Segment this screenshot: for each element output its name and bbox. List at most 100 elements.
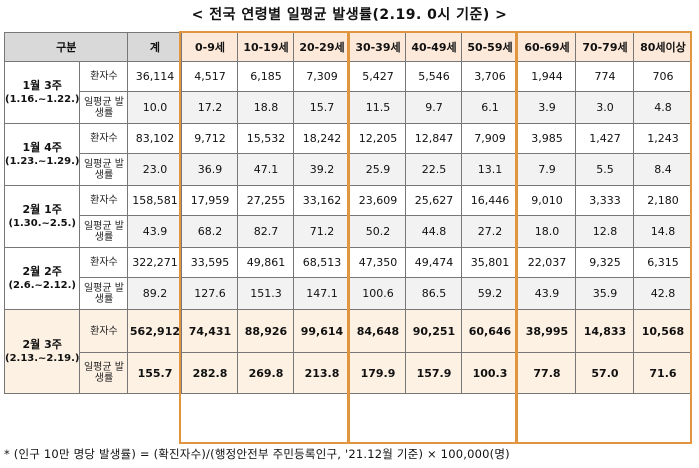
table-row: 2월 1주 (1.30.~2.5.) 환자수 158,581 17,959 27,255 3… (3, 185, 693, 248)
table-body: 1월 3주 (1.16.~1.22.) 환자수 36,114 4,517 6,185 7,3… (3, 61, 693, 394)
age-count-cell: 23,609 (349, 185, 407, 216)
age-count-cell: 12,205 (349, 123, 407, 154)
header-age: 80세이상 (633, 32, 693, 62)
row-label-count: 환자수 (79, 247, 129, 278)
age-count-cell: 33,162 (293, 185, 351, 216)
age-count-cell: 4,517 (181, 61, 239, 92)
age-rate-cell: 44.8 (405, 215, 463, 248)
age-count-cell: 99,614 (293, 309, 351, 353)
age-count-cell: 74,431 (181, 309, 239, 353)
row-label-count: 환자수 (79, 309, 129, 353)
age-count-cell: 60,646 (461, 309, 519, 353)
age-count-cell: 1,944 (517, 61, 577, 92)
age-count-cell: 5,427 (349, 61, 407, 92)
age-rate-cell: 4.8 (633, 91, 693, 124)
total-count-cell: 322,271 (127, 247, 183, 278)
table-row: 일평균 발생률 89.2 127.6 151.3 147.1 100.6 86.5 59.2 4… (5, 277, 693, 310)
age-rate-cell: 42.8 (633, 277, 693, 310)
age-rate-cell: 11.5 (349, 91, 407, 124)
age-rate-cell: 127.6 (181, 277, 239, 310)
age-count-cell: 38,995 (517, 309, 577, 353)
age-count-cell: 49,474 (405, 247, 463, 278)
table-row: 일평균 발생률 23.0 36.9 47.1 39.2 25.9 22.5 13.1 7.9 5.… (5, 153, 693, 186)
age-rate-cell: 27.2 (461, 215, 519, 248)
age-rate-cell: 50.2 (349, 215, 407, 248)
age-rate-cell: 82.7 (237, 215, 295, 248)
age-rate-cell: 8.4 (633, 153, 693, 186)
age-rate-cell: 15.7 (293, 91, 351, 124)
period-label: 2월 3주 (2.13.~2.19.) (3, 309, 81, 394)
age-rate-cell: 5.5 (575, 153, 635, 186)
age-count-cell: 12,847 (405, 123, 463, 154)
header-age: 60-69세 (517, 32, 577, 62)
age-count-cell: 14,833 (575, 309, 635, 353)
age-rate-cell: 57.0 (575, 352, 635, 394)
age-rate-cell: 269.8 (237, 352, 295, 394)
age-count-cell: 706 (633, 61, 693, 92)
period-week: 1월 4주 (22, 140, 62, 154)
header-age: 10-19세 (237, 32, 295, 62)
total-rate-cell: 10.0 (127, 91, 183, 124)
row-label-rate: 일평균 발생률 (79, 91, 129, 124)
age-rate-cell: 39.2 (293, 153, 351, 186)
header-age: 70-79세 (575, 32, 635, 62)
period-label: 1월 3주 (1.16.~1.22.) (3, 61, 81, 124)
age-count-cell: 33,595 (181, 247, 239, 278)
total-count-cell: 83,102 (127, 123, 183, 154)
header-age: 20-29세 (293, 32, 351, 62)
age-rate-cell: 68.2 (181, 215, 239, 248)
table-row: 일평균 발생률 43.9 68.2 82.7 71.2 50.2 44.8 27.2 18.0 1… (5, 215, 693, 248)
age-count-cell: 3,985 (517, 123, 577, 154)
row-label-rate: 일평균 발생률 (79, 215, 129, 248)
period-week: 2월 3주 (22, 337, 62, 351)
incidence-table: 구분 계 0-9세 10-19세 20-29세 30-39세 40-49세 50… (3, 32, 693, 394)
age-count-cell: 16,446 (461, 185, 519, 216)
age-count-cell: 1,427 (575, 123, 635, 154)
period-range: (1.30.~2.5.) (8, 217, 76, 229)
period-range: (2.13.~2.19.) (5, 352, 80, 364)
age-count-cell: 7,909 (461, 123, 519, 154)
age-count-cell: 84,648 (349, 309, 407, 353)
age-count-cell: 3,706 (461, 61, 519, 92)
header-age: 0-9세 (181, 32, 239, 62)
age-rate-cell: 77.8 (517, 352, 577, 394)
header-age: 40-49세 (405, 32, 463, 62)
age-count-cell: 17,959 (181, 185, 239, 216)
total-rate-cell: 155.7 (127, 352, 183, 394)
header-age: 50-59세 (461, 32, 519, 62)
age-count-cell: 9,010 (517, 185, 577, 216)
age-count-cell: 6,185 (237, 61, 295, 92)
age-rate-cell: 59.2 (461, 277, 519, 310)
period-week: 1월 3주 (22, 78, 62, 92)
age-rate-cell: 71.6 (633, 352, 693, 394)
age-count-cell: 68,513 (293, 247, 351, 278)
period-range: (1.16.~1.22.) (5, 93, 80, 105)
page-title: < 전국 연령별 일평균 발생률(2.19. 0시 기준) > (191, 7, 508, 23)
total-count-cell: 562,912 (127, 309, 183, 353)
age-rate-cell: 147.1 (293, 277, 351, 310)
age-count-cell: 15,532 (237, 123, 295, 154)
age-count-cell: 25,627 (405, 185, 463, 216)
table-row: 일평균 발생률 10.0 17.2 18.8 15.7 11.5 9.7 6.1 3.9 3.0 4… (5, 91, 693, 124)
age-rate-cell: 151.3 (237, 277, 295, 310)
age-count-cell: 22,037 (517, 247, 577, 278)
age-rate-cell: 179.9 (349, 352, 407, 394)
age-count-cell: 5,546 (405, 61, 463, 92)
table-row: 2월 3주 (2.13.~2.19.) 환자수 562,912 74,431 88,926… (3, 309, 693, 394)
footnote: * (인구 10만 명당 발생률) = (확진자수)/(행정안전부 주민등록인구… (4, 447, 510, 461)
row-label-count: 환자수 (79, 61, 129, 92)
age-count-cell: 9,712 (181, 123, 239, 154)
age-count-cell: 774 (575, 61, 635, 92)
period-week: 2월 1주 (22, 202, 62, 216)
row-label-rate: 일평균 발생률 (79, 352, 129, 394)
age-rate-cell: 100.6 (349, 277, 407, 310)
period-range: (2.6.~2.12.) (8, 279, 76, 291)
age-rate-cell: 47.1 (237, 153, 295, 186)
period-range: (1.23.~1.29.) (5, 155, 80, 167)
age-rate-cell: 86.5 (405, 277, 463, 310)
total-rate-cell: 23.0 (127, 153, 183, 186)
total-rate-cell: 43.9 (127, 215, 183, 248)
age-count-cell: 1,243 (633, 123, 693, 154)
period-week: 2월 2주 (22, 264, 62, 278)
incidence-table-container: 구분 계 0-9세 10-19세 20-29세 30-39세 40-49세 50… (3, 32, 693, 394)
